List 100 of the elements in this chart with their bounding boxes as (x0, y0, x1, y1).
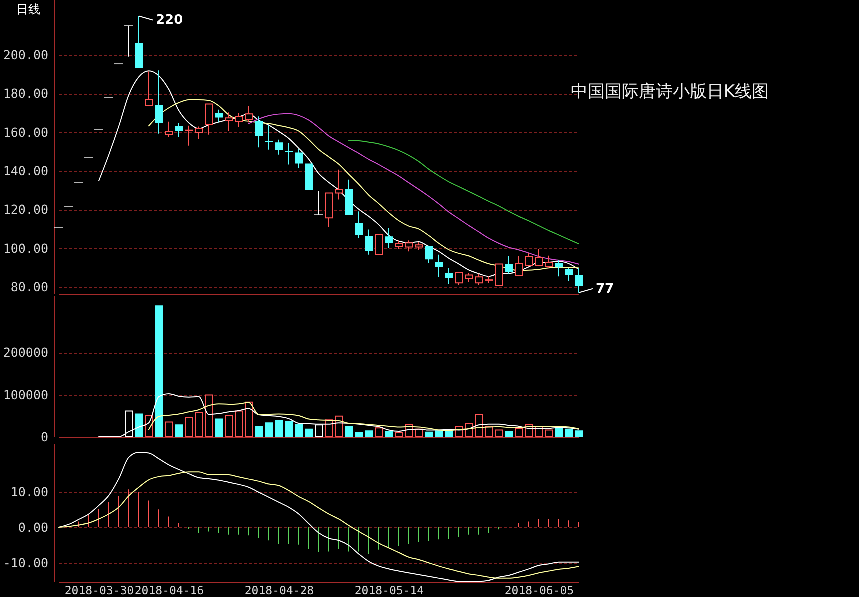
line-series (348, 140, 580, 245)
bar (215, 418, 223, 438)
y-tick-label: 180.00 (3, 86, 48, 102)
candlestick (185, 125, 193, 146)
candlestick (195, 126, 203, 140)
bar (545, 430, 553, 438)
candlestick (505, 256, 513, 274)
candlestick (135, 16, 143, 68)
bar (575, 430, 583, 438)
bar (165, 422, 173, 438)
candlestick (235, 112, 243, 128)
bar (355, 432, 363, 438)
bar (185, 417, 193, 438)
bar (135, 414, 143, 438)
bar (465, 422, 473, 438)
bar (245, 402, 253, 438)
x-tick-label: 2018-04-28 (244, 584, 314, 598)
bar (235, 410, 243, 438)
bar (395, 432, 403, 438)
bar (365, 430, 373, 438)
y-tick-label: 0 (40, 430, 48, 444)
candlestick (405, 240, 413, 252)
bar (295, 424, 303, 438)
candlestick (385, 228, 393, 249)
candlestick (245, 105, 253, 124)
bar (155, 306, 163, 438)
candlestick (314, 190, 324, 216)
bar (385, 431, 393, 438)
candlestick (565, 268, 573, 282)
candlestick (365, 229, 373, 256)
candlestick (295, 148, 303, 169)
y-tick-label: 120.00 (3, 202, 48, 218)
candlestick (495, 264, 503, 286)
candlestick (465, 272, 473, 283)
candlestick (475, 273, 483, 286)
candlestick (225, 112, 233, 132)
bar (305, 428, 313, 438)
candlestick (525, 252, 533, 266)
bar (175, 424, 183, 438)
candlestick (205, 104, 213, 136)
bar (195, 412, 203, 438)
candlestick (275, 139, 283, 156)
candlestick (545, 255, 553, 269)
text: 77 (596, 282, 614, 297)
candlestick (335, 169, 343, 200)
y-tick-label: 140.00 (3, 163, 48, 178)
bar (285, 421, 293, 438)
y-tick-label: 100.00 (3, 240, 48, 256)
candlestick (215, 109, 223, 124)
line-series (58, 452, 580, 582)
x-tick-label: 2018-05-14 (354, 584, 424, 598)
candlestick (575, 268, 583, 294)
bar (345, 426, 353, 438)
bar (375, 428, 383, 438)
bar (505, 431, 513, 438)
candlestick (555, 259, 563, 278)
candlestick (265, 124, 273, 150)
bar (275, 420, 283, 438)
bar (335, 416, 343, 438)
candlestick (455, 272, 463, 286)
candlestick (535, 248, 543, 266)
bar (425, 432, 433, 438)
bar (205, 394, 213, 438)
annotation: 220 (156, 13, 184, 28)
candlestick (255, 116, 263, 148)
y-tick-label: 80.00 (10, 280, 48, 295)
bar (265, 422, 273, 438)
candlestick (425, 245, 433, 264)
line-series (98, 393, 580, 438)
bar (475, 414, 483, 438)
y-tick-label: 10.00 (10, 484, 48, 500)
candlestick (175, 122, 183, 138)
x-tick-label: 2018-06-05 (504, 584, 574, 598)
line-series (58, 472, 580, 579)
bar (565, 428, 573, 438)
candlestick (145, 71, 153, 106)
candlestick (355, 211, 363, 239)
candlestick (165, 121, 173, 138)
y-tick-label: 160.00 (3, 124, 48, 140)
y-tick-label: 200.00 (3, 47, 48, 62)
candlestick (445, 268, 453, 285)
bar (225, 414, 233, 438)
bar (435, 430, 443, 438)
bar (495, 430, 503, 438)
line-series (248, 113, 580, 265)
candlestick (515, 256, 523, 276)
bar (515, 428, 523, 438)
y-tick-label: 0.00 (18, 520, 48, 535)
y-tick-label: 200000 (3, 345, 48, 360)
x-tick-label: 2018-04-16 (134, 584, 204, 598)
bar (555, 428, 563, 438)
bar (485, 426, 493, 438)
candlestick (375, 234, 383, 256)
y-axis-title: 日线 (16, 2, 40, 16)
candlestick (124, 25, 134, 58)
candlestick (435, 254, 443, 278)
candlestick (155, 70, 163, 134)
bar (255, 426, 263, 438)
bar (445, 430, 453, 438)
text: 中国国际唐诗小版日K线图 (570, 82, 770, 102)
